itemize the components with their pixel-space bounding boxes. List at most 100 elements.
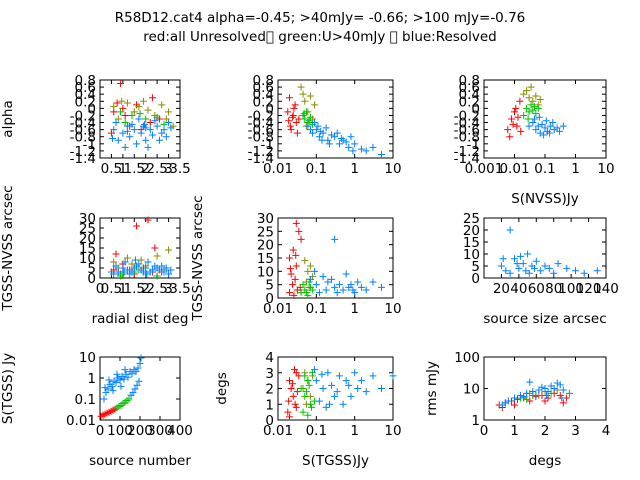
data-point-blue [325, 140, 333, 148]
data-point-blue [328, 131, 336, 139]
data-point-green [136, 110, 144, 118]
data-point-olive [165, 246, 173, 254]
data-point-blue [513, 260, 521, 268]
x-axis-label: degs [529, 453, 561, 469]
y-tick-label: 3 [265, 366, 274, 382]
data-point-blue [331, 133, 339, 141]
x-tick-label: 1.5 [124, 161, 145, 177]
data-point-red [290, 104, 298, 112]
figure-title-line-2: red:all Unresolved  green:U>40mJy   blue… [143, 29, 496, 45]
data-point-blue [314, 122, 322, 130]
data-point-red [292, 251, 300, 259]
y-tick-label: 0.8 [75, 73, 96, 89]
x-tick-label: 1 [350, 161, 359, 177]
x-tick-label: 2 [541, 423, 550, 439]
y-tick-label: -0.4 [454, 116, 480, 132]
data-point-blue [306, 275, 314, 283]
x-axis-label: source size arcsec [483, 311, 606, 327]
x-tick-label: 1 [510, 423, 519, 439]
data-point-green [300, 110, 308, 118]
x-tick-label: 1.5 [124, 281, 145, 297]
data-point-blue [105, 376, 113, 384]
data-point-blue [167, 124, 175, 132]
data-point-blue [109, 387, 117, 395]
data-point-olive [306, 262, 314, 270]
data-point-green [525, 108, 533, 116]
data-point-green [527, 101, 535, 109]
data-point-blue [517, 391, 525, 399]
data-point-blue [311, 267, 319, 275]
data-point-olive [301, 97, 309, 105]
x-tick-label: 0.01 [263, 161, 293, 177]
data-point-green [301, 392, 309, 400]
data-point-blue [342, 270, 350, 278]
x-tick-label: 2 [141, 161, 150, 177]
y-tick-label: 0 [265, 413, 274, 429]
data-point-red [146, 119, 154, 127]
data-point-blue [151, 117, 159, 125]
data-point-blue [328, 381, 336, 389]
data-point-green [308, 403, 316, 411]
data-point-blue [337, 135, 345, 142]
data-point-blue [144, 258, 152, 266]
data-point-red [149, 94, 157, 102]
data-point-red [292, 403, 300, 411]
data-point-blue [545, 264, 553, 272]
data-point-blue [311, 119, 319, 127]
y-tick-label: 0.01 [66, 413, 96, 429]
x-tick-label: 100 [558, 281, 584, 297]
data-point-green [128, 111, 136, 119]
data-point-blue [529, 388, 537, 396]
data-point-green [532, 110, 540, 118]
x-tick-label: 0.001 [465, 161, 504, 177]
y-axis-label: degs [214, 372, 230, 404]
data-point-blue [126, 270, 134, 278]
data-point-blue [315, 133, 323, 141]
data-point-blue [119, 264, 127, 272]
data-point-green [524, 115, 532, 123]
x-tick-label: 0.01 [263, 423, 293, 439]
y-tick-label: 0 [265, 291, 274, 307]
data-point-green [530, 103, 538, 111]
data-point-blue [137, 354, 145, 362]
data-point-red [297, 235, 305, 243]
x-tick-label: 0 [480, 423, 489, 439]
y-tick-label: -1.4 [454, 151, 480, 167]
data-point-blue [532, 257, 540, 265]
data-point-blue [506, 269, 514, 277]
data-point-blue [319, 273, 327, 281]
data-point-blue [101, 384, 109, 392]
data-point-blue [526, 378, 534, 386]
y-tick-label: 0.2 [459, 94, 480, 110]
data-point-green [117, 108, 125, 116]
data-point-red [286, 122, 294, 130]
data-point-blue [354, 385, 362, 392]
data-point-red [511, 108, 518, 116]
data-point-red [289, 246, 297, 254]
data-point-blue [324, 369, 332, 377]
data-point-blue [347, 392, 355, 400]
y-axis-label: alpha [0, 100, 16, 137]
data-point-blue [335, 140, 343, 148]
data-point-blue [331, 283, 339, 291]
data-point-green [306, 400, 314, 408]
data-point-green [534, 104, 542, 112]
data-point-red [107, 129, 115, 137]
x-tick-label: 80 [545, 281, 562, 297]
y-tick-label: 10 [79, 350, 96, 366]
data-point-blue [142, 136, 150, 144]
y-tick-label: -1 [83, 137, 96, 153]
data-point-blue [335, 372, 343, 380]
data-point-blue [362, 388, 370, 396]
y-tick-label: 0.4 [75, 87, 96, 103]
data-point-blue [541, 385, 549, 392]
data-point-olive [523, 87, 531, 95]
data-point-blue [511, 394, 518, 402]
data-point-blue [357, 145, 365, 153]
data-point-red [112, 250, 120, 258]
data-point-blue [369, 372, 377, 380]
y-tick-label: -0.8 [454, 130, 480, 146]
data-point-olive [527, 83, 535, 91]
data-point-blue [324, 136, 332, 144]
x-tick-label: 3 [164, 161, 173, 177]
